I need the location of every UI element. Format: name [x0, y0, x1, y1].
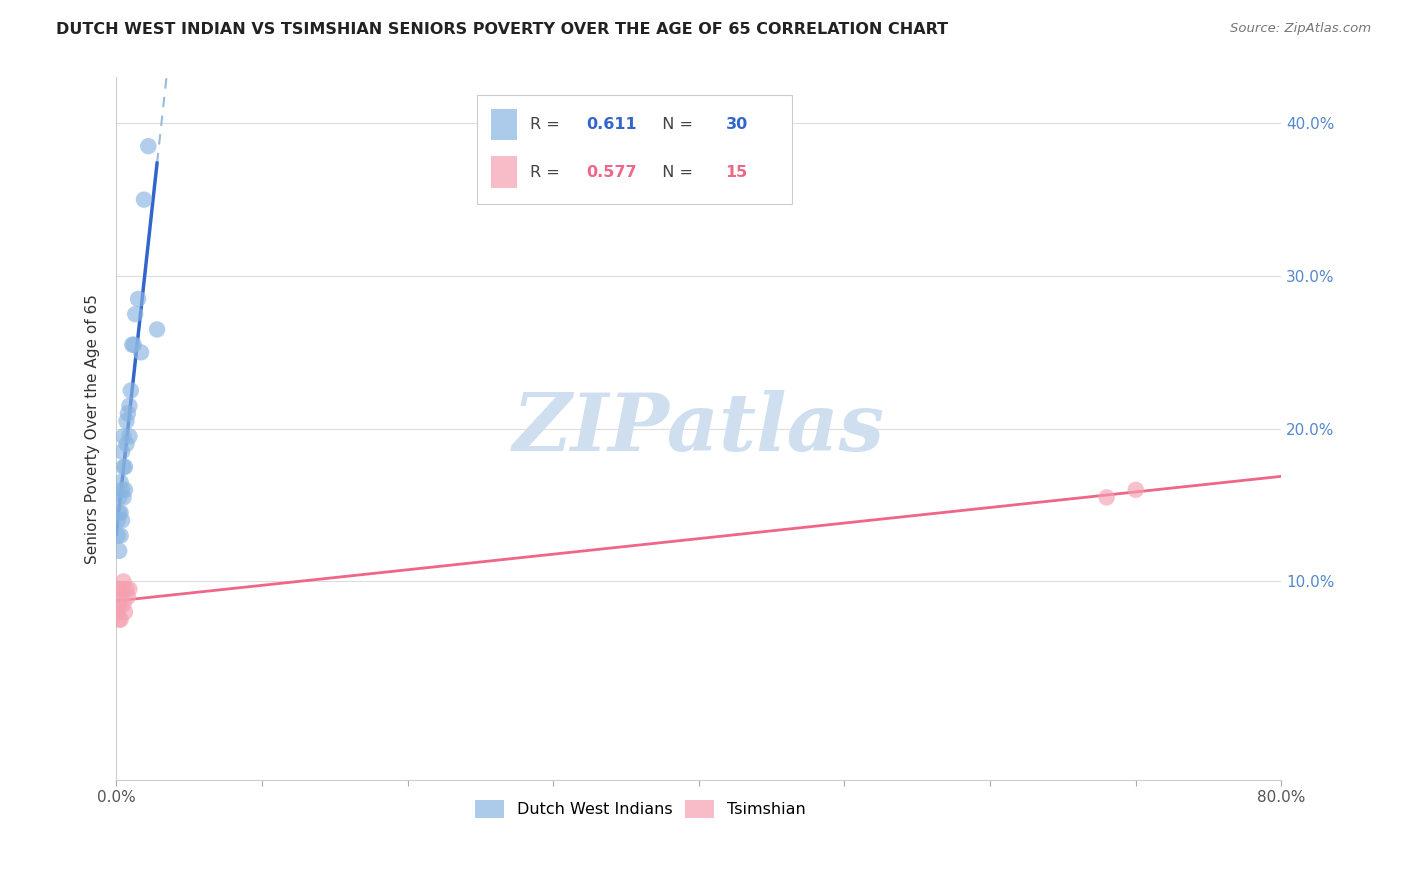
Text: DUTCH WEST INDIAN VS TSIMSHIAN SENIORS POVERTY OVER THE AGE OF 65 CORRELATION CH: DUTCH WEST INDIAN VS TSIMSHIAN SENIORS P…	[56, 22, 949, 37]
Point	[111, 513, 134, 527]
Point	[112, 574, 135, 589]
Point	[110, 475, 132, 490]
Point	[1125, 483, 1147, 497]
Point	[115, 437, 138, 451]
Text: N =: N =	[652, 117, 699, 132]
Text: R =: R =	[530, 117, 565, 132]
Point	[111, 483, 134, 497]
Text: 15: 15	[725, 165, 748, 180]
Point	[117, 590, 139, 604]
Point	[108, 506, 131, 520]
Point	[112, 597, 135, 611]
Point	[115, 582, 138, 596]
Point	[112, 459, 135, 474]
Point	[117, 406, 139, 420]
Point	[107, 582, 129, 596]
Point	[115, 414, 138, 428]
Point	[114, 459, 136, 474]
Point	[110, 613, 132, 627]
Point	[1095, 491, 1118, 505]
Point	[108, 613, 131, 627]
Point	[110, 528, 132, 542]
Point	[118, 399, 141, 413]
Y-axis label: Seniors Poverty Over the Age of 65: Seniors Poverty Over the Age of 65	[86, 293, 100, 564]
Point	[146, 322, 169, 336]
Point	[110, 506, 132, 520]
Point	[107, 605, 129, 619]
Text: Source: ZipAtlas.com: Source: ZipAtlas.com	[1230, 22, 1371, 36]
Point	[132, 193, 155, 207]
Point	[108, 544, 131, 558]
Bar	[492, 156, 517, 188]
Text: 0.611: 0.611	[586, 117, 637, 132]
Point	[107, 513, 129, 527]
Point	[121, 337, 143, 351]
Point	[110, 590, 132, 604]
Text: 30: 30	[725, 117, 748, 132]
Text: R =: R =	[530, 165, 565, 180]
Point	[108, 597, 131, 611]
Point	[108, 491, 131, 505]
Point	[122, 337, 145, 351]
Point	[120, 384, 142, 398]
Point	[127, 292, 149, 306]
Point	[136, 139, 159, 153]
Point	[129, 345, 152, 359]
Bar	[492, 109, 517, 140]
Legend: Dutch West Indians, Tsimshian: Dutch West Indians, Tsimshian	[470, 793, 813, 825]
Point	[111, 582, 134, 596]
Text: ZIPatlas: ZIPatlas	[513, 390, 884, 467]
Text: 0.577: 0.577	[586, 165, 637, 180]
FancyBboxPatch shape	[478, 95, 792, 204]
Point	[112, 429, 135, 443]
Point	[111, 444, 134, 458]
Point	[114, 605, 136, 619]
Point	[114, 483, 136, 497]
Point	[124, 307, 146, 321]
Point	[112, 491, 135, 505]
Point	[107, 528, 129, 542]
Point	[118, 429, 141, 443]
Point	[118, 582, 141, 596]
Text: N =: N =	[652, 165, 699, 180]
